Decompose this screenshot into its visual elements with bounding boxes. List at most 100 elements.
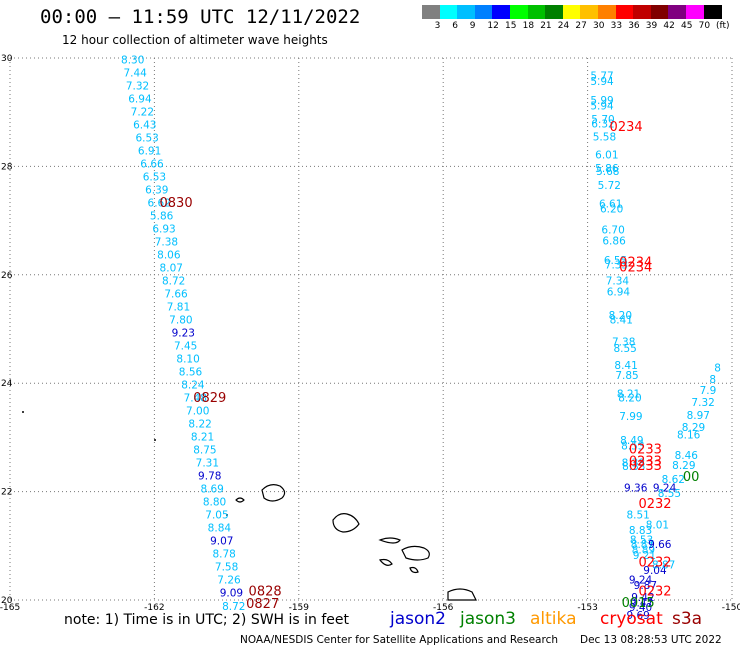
wave-height-label: 9.40 [629, 602, 652, 614]
wave-height-label: 5.94 [590, 100, 614, 112]
wave-height-label: 9.04 [643, 565, 667, 577]
wave-height-label: 7.99 [619, 411, 642, 423]
wave-height-label: 8.97 [687, 410, 710, 422]
pass-time-label: 0233 [629, 443, 662, 458]
wave-height-label: 5.70 [591, 114, 614, 126]
wave-height-label: 8.55 [613, 343, 636, 355]
pass-time-label: 0232 [638, 555, 671, 570]
wave-height-label: 8.24 [181, 380, 205, 392]
wave-height-label: 7.31 [196, 458, 219, 470]
scale-swatch [686, 5, 705, 19]
wave-height-label: 8.16 [677, 429, 701, 441]
pass-time-label: 0234 [610, 120, 643, 135]
scale-swatch [474, 5, 493, 19]
island-dot [154, 439, 156, 441]
wave-height-label: 8.06 [157, 250, 181, 262]
footer-note: note: 1) Time is in UTC; 2) SWH is in fe… [64, 612, 350, 628]
wave-height-label: 7.9 [700, 385, 717, 397]
wave-height-label: 8.20 [609, 310, 632, 322]
wave-height-label: 6.93 [152, 224, 175, 236]
wave-height-label: 7.58 [215, 562, 238, 574]
lon-tick-label: -156 [433, 603, 454, 613]
wave-height-label: 8.10 [176, 354, 199, 366]
wave-height-label: 5.86 [150, 211, 174, 223]
wave-height-label: 8.22 [188, 419, 211, 431]
lon-tick-label: -162 [144, 603, 164, 613]
wave-height-label: 9.23 [172, 328, 195, 340]
wave-height-label: 9.87 [634, 580, 657, 592]
legend-cryosat: cryosat [600, 609, 663, 629]
wave-height-label: 6.53 [143, 171, 166, 183]
scale-tick-label: 3 [434, 21, 441, 31]
scale-tick-label: 27 [575, 21, 587, 31]
wave-height-label: 7.05 [205, 510, 228, 522]
wave-height-label: 7.32 [126, 80, 149, 92]
wave-height-label: 5.77 [590, 71, 613, 83]
wave-height-label: 9.07 [210, 536, 233, 548]
wave-height-label: 8.41 [610, 315, 633, 327]
scale-tick-label: 24 [557, 21, 570, 31]
scale-swatch [510, 5, 529, 19]
island-outline [261, 484, 286, 502]
scale-tick-label: 39 [645, 21, 658, 31]
wave-height-label: 8.29 [682, 422, 705, 434]
island-outline [235, 497, 245, 503]
wave-height-label: 8 [714, 362, 721, 374]
wave-height-label: 8.21 [191, 432, 214, 444]
wave-height-label: 6.70 [601, 225, 624, 237]
island-outline [447, 588, 477, 601]
scale-swatch [668, 5, 687, 19]
wave-height-label: 7.44 [123, 67, 147, 79]
wave-height-label: 8.89 [632, 544, 655, 556]
scale-swatch [527, 5, 546, 19]
wave-height-label: 8.53 [621, 440, 644, 452]
wave-height-label: 9.78 [198, 471, 221, 483]
scale-tick-label: 30 [593, 21, 605, 31]
legend-jason3: jason3 [460, 609, 516, 629]
lon-tick-label: -150 [722, 603, 740, 613]
wave-height-label: 7.26 [217, 575, 241, 587]
wave-height-label: 6.62 [148, 198, 171, 210]
scale-tick-label: 36 [628, 21, 640, 31]
wave-height-label: 9.21 [633, 550, 656, 562]
wave-height-label: 8.30 [121, 54, 144, 66]
wave-height-label: 8.80 [203, 497, 226, 509]
scale-tick-label: 6 [452, 21, 458, 31]
wave-height-label: 8.41 [614, 360, 637, 372]
pass-time-label: 0830 [160, 196, 193, 211]
scale-tick-label: 9 [469, 21, 476, 31]
wave-height-label: 8 [709, 374, 716, 386]
lat-tick-label: 28 [1, 162, 13, 172]
wave-height-label: 6.94 [128, 93, 152, 105]
wave-height-label: 5.99 [590, 95, 613, 107]
wave-height-label: 7.33 [605, 259, 628, 271]
wave-height-label: 9.47 [630, 598, 653, 610]
wave-height-label: 7.22 [131, 106, 154, 118]
island-dot [226, 514, 228, 516]
scale-swatch [562, 5, 581, 19]
island-outline [409, 566, 419, 574]
wave-height-label: 5.72 [598, 180, 621, 192]
wave-height-label: 7.38 [612, 336, 635, 348]
lat-tick-label: 30 [1, 54, 13, 64]
wave-height-label: 8.20 [618, 393, 641, 405]
wave-height-label: 8.75 [193, 445, 216, 457]
pass-time-label: 0232 [638, 497, 671, 512]
lat-tick-label: 24 [1, 379, 13, 389]
wave-height-label: 7.32 [691, 397, 714, 409]
wave-height-label: 8.51 [626, 510, 649, 522]
island-dot [22, 411, 24, 413]
scale-tick-label: 12 [487, 21, 499, 31]
wave-height-label: 6.20 [600, 203, 623, 215]
wave-height-label: 8.87 [652, 560, 675, 572]
wave-height-label: 7.85 [615, 370, 638, 382]
generation-timestamp: Dec 13 08:28:53 UTC 2022 [580, 634, 722, 646]
wave-height-label: 8.33 [622, 461, 645, 473]
legend-jason2: jason2 [390, 609, 446, 629]
wave-height-label: 9.42 [631, 592, 654, 604]
pass-time-label: 0233 [629, 459, 662, 474]
wave-height-label: 8.53 [630, 535, 653, 547]
pass-time-label: 0233 [629, 455, 662, 470]
lon-tick-label: -165 [0, 603, 20, 613]
wave-height-label: 8.78 [212, 549, 235, 561]
